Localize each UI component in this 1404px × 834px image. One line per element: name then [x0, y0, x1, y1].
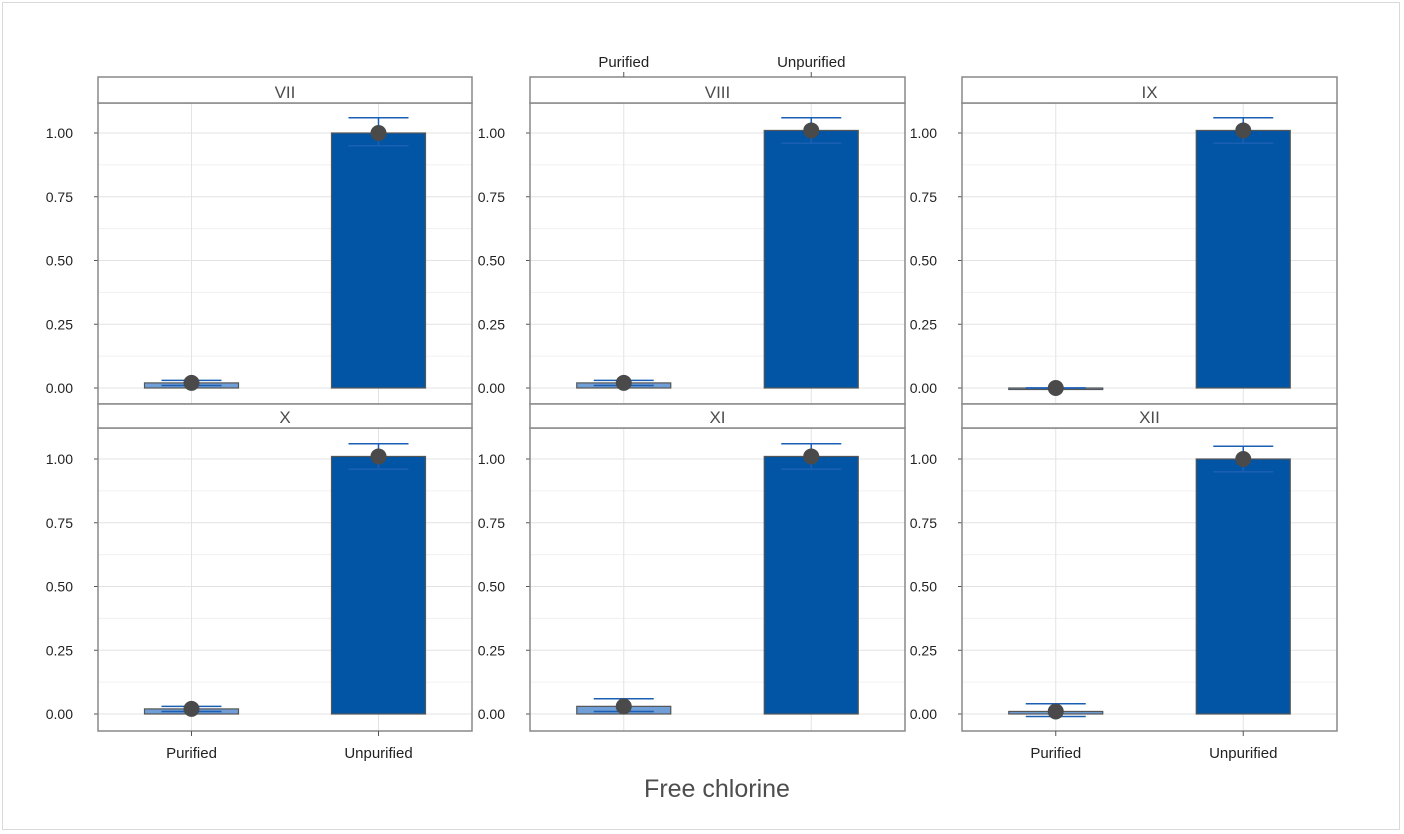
panel-ix-strip	[961, 76, 1338, 104]
x-axis-label: Free chlorine	[644, 775, 790, 803]
panel-xii-xtick-label-bottom: Purified	[1030, 745, 1081, 762]
panel-viii-bar-unpurified	[763, 129, 859, 389]
panel-vii-ytick-label: 0.75	[46, 189, 73, 205]
panel-vii-strip	[97, 76, 473, 104]
panel-viii-ytick-label: 0.00	[478, 380, 505, 396]
panel-ix-point-unpurified	[1235, 122, 1252, 139]
panel-vii-strip-label: VII	[275, 83, 296, 102]
panel-x-ytick-label: 0.25	[46, 642, 73, 658]
panel-viii-point-unpurified	[803, 122, 820, 139]
panel-xi-strip	[529, 403, 906, 429]
panel-x-ytick-label: 0.50	[46, 579, 73, 595]
panel-xii-strip	[961, 403, 1338, 429]
panel-x-xtick-label-bottom: Unpurified	[344, 745, 412, 762]
panel-ix-ytick-label: 1.00	[910, 125, 937, 141]
panel-ix-ytick-label: 0.25	[910, 316, 937, 332]
panel-viii-strip	[529, 76, 906, 104]
panel-xii-bar-unpurified	[1195, 458, 1291, 715]
panel-xi-point-purified	[615, 698, 632, 715]
panel-viii-ytick-label: 0.25	[478, 316, 505, 332]
panel-xi-ytick-label: 0.50	[478, 579, 505, 595]
panel-x-xtick-label-bottom: Purified	[166, 745, 217, 762]
panel-viii-xtick-label-top: Purified	[598, 54, 649, 71]
panel-xi-ytick-label: 1.00	[478, 451, 505, 467]
panel-x-ytick-label: 0.00	[46, 706, 73, 722]
panel-viii-ytick-label: 1.00	[478, 125, 505, 141]
panel-xi-strip-label: XI	[709, 408, 725, 427]
panel-xii-ytick-label: 0.00	[910, 706, 937, 722]
panel-vii-ytick-label: 0.50	[46, 253, 73, 269]
panel-ix-point-purified	[1047, 380, 1064, 396]
panel-viii-ytick-label: 0.75	[478, 189, 505, 205]
panel-xii-strip-label: XII	[1139, 408, 1160, 427]
panel-x-point-unpurified	[370, 448, 387, 465]
panel-ix-ytick-label: 0.50	[910, 253, 937, 269]
panel-vii-ytick-label: 0.25	[46, 316, 73, 332]
panel-xii-ytick-label: 0.25	[910, 642, 937, 658]
panel-x-ytick-label: 1.00	[46, 451, 73, 467]
panel-ix-ytick-label: 0.00	[910, 380, 937, 396]
panel-x-strip	[97, 403, 473, 429]
panel-xi-ytick-label: 0.25	[478, 642, 505, 658]
panel-xii-point-unpurified	[1235, 451, 1252, 467]
panel-ix-strip-label: IX	[1141, 83, 1157, 102]
panel-viii-point-purified	[615, 374, 632, 391]
panel-xii-ytick-label: 1.00	[910, 451, 937, 467]
panel-xii-xtick-label-bottom: Unpurified	[1209, 745, 1277, 762]
panel-xi-bar-unpurified	[763, 455, 859, 715]
panel-xii-ytick-label: 0.50	[910, 579, 937, 595]
panel-xi-point-unpurified	[803, 448, 820, 465]
panel-vii-ytick-label: 0.00	[46, 380, 73, 396]
panel-ix-ytick-label: 0.75	[910, 189, 937, 205]
panel-x-point-purified	[183, 700, 200, 717]
panel-ix-bar-unpurified	[1195, 129, 1291, 389]
panel-viii-strip-label: VIII	[705, 83, 731, 102]
panel-xi-ytick-label: 0.00	[478, 706, 505, 722]
panel-xii-ytick-label: 0.75	[910, 515, 937, 531]
panel-x-strip-label: X	[279, 408, 290, 427]
panel-vii-bar-unpurified	[330, 132, 427, 389]
panel-viii-ytick-label: 0.50	[478, 253, 505, 269]
panel-vii-point-unpurified	[370, 125, 387, 141]
panel-viii-xtick-label-top: Unpurified	[777, 54, 845, 71]
panel-vii-ytick-label: 1.00	[46, 125, 73, 141]
panel-x-bar-unpurified	[330, 455, 427, 715]
panel-x-ytick-label: 0.75	[46, 515, 73, 531]
panel-xii-point-purified	[1047, 703, 1064, 720]
panel-vii-point-purified	[183, 374, 200, 391]
panel-xi-ytick-label: 0.75	[478, 515, 505, 531]
